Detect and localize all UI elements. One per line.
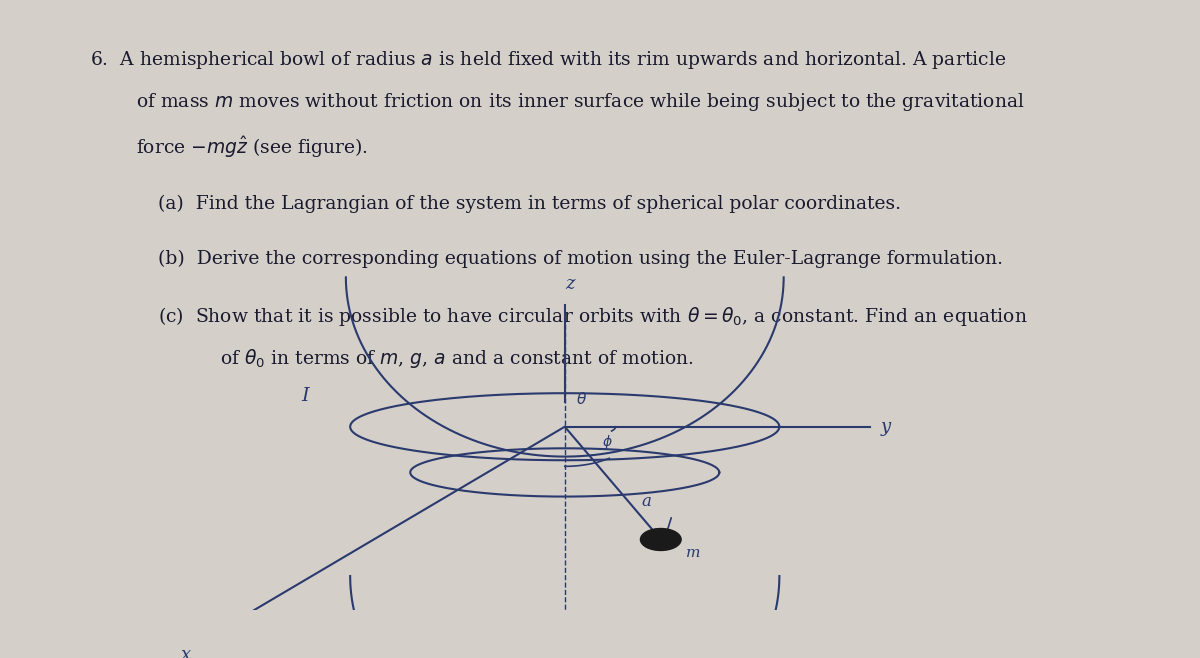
- Text: (c)  Show that it is possible to have circular orbits with $\theta = \theta_0$, : (c) Show that it is possible to have cir…: [158, 305, 1027, 328]
- Text: force $-mg\hat{z}$ (see figure).: force $-mg\hat{z}$ (see figure).: [136, 134, 367, 160]
- Circle shape: [641, 528, 682, 551]
- Text: (b)  Derive the corresponding equations of motion using the Euler-Lagrange formu: (b) Derive the corresponding equations o…: [158, 250, 1003, 268]
- Text: $\phi$: $\phi$: [602, 433, 613, 451]
- Text: z: z: [565, 274, 575, 293]
- Text: of mass $m$ moves without friction on its inner surface while being subject to t: of mass $m$ moves without friction on it…: [136, 91, 1025, 113]
- Text: x: x: [181, 646, 192, 658]
- Text: y: y: [881, 418, 892, 436]
- Text: I: I: [301, 388, 308, 405]
- Text: 6.  A hemispherical bowl of radius $a$ is held fixed with its rim upwards and ho: 6. A hemispherical bowl of radius $a$ is…: [90, 49, 1007, 71]
- Text: $\theta$: $\theta$: [576, 392, 587, 407]
- Text: a: a: [642, 493, 652, 510]
- Text: of $\theta_0$ in terms of $m$, $g$, $a$ and a constant of motion.: of $\theta_0$ in terms of $m$, $g$, $a$ …: [221, 347, 694, 370]
- Text: (a)  Find the Lagrangian of the system in terms of spherical polar coordinates.: (a) Find the Lagrangian of the system in…: [158, 195, 901, 213]
- Text: m: m: [685, 545, 700, 559]
